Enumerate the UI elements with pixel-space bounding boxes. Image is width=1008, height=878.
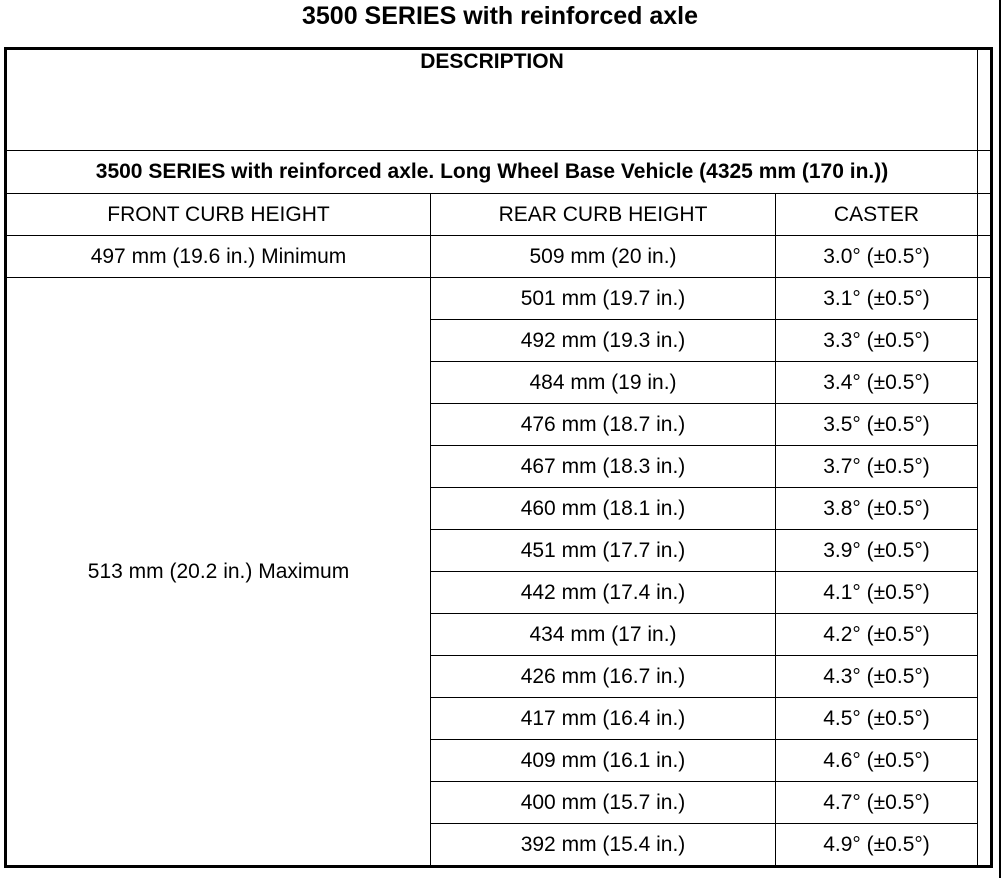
caster-value: 3.3° (±0.5°) (775, 319, 978, 362)
rear-curb-height: 467 mm (18.3 in.) (430, 445, 776, 488)
rear-curb-height: 426 mm (16.7 in.) (430, 655, 776, 698)
caster-value: 3.9° (±0.5°) (775, 529, 978, 572)
caster-value: 3.4° (±0.5°) (775, 361, 978, 404)
rear-curb-height: 451 mm (17.7 in.) (430, 529, 776, 572)
table-subtitle: 3500 SERIES with reinforced axle. Long W… (5, 150, 978, 194)
table-row: 467 mm (18.3 in.) 3.7° (±0.5°) (6, 445, 992, 488)
table-row: 417 mm (16.4 in.) 4.5° (±0.5°) (6, 697, 992, 740)
caster-value: 3.5° (±0.5°) (775, 403, 978, 446)
caster-value: 4.3° (±0.5°) (775, 655, 978, 698)
header-row: FRONT CURB HEIGHT REAR CURB HEIGHT CASTE… (5, 193, 992, 236)
table-row: 392 mm (15.4 in.) 4.9° (±0.5°) (6, 823, 992, 867)
spacer-cell (977, 277, 992, 867)
spacer-cell (977, 235, 992, 278)
table-row: 451 mm (17.7 in.) 3.9° (±0.5°) (6, 529, 992, 572)
column-header-rear: REAR CURB HEIGHT (430, 193, 776, 236)
table-row: 400 mm (15.7 in.) 4.7° (±0.5°) (6, 781, 992, 824)
spacer-cell (977, 150, 992, 194)
rear-curb-height: 442 mm (17.4 in.) (430, 571, 776, 614)
rear-curb-height: 460 mm (18.1 in.) (430, 487, 776, 530)
rear-curb-height: 501 mm (19.7 in.) (430, 277, 776, 320)
rear-curb-height: 417 mm (16.4 in.) (430, 697, 776, 740)
spacer-cell (977, 48, 992, 151)
caster-value: 3.0° (±0.5°) (775, 235, 978, 278)
table-row: 476 mm (18.7 in.) 3.5° (±0.5°) (6, 403, 992, 446)
table-row: 497 mm (19.6 in.) Minimum 509 mm (20 in.)… (5, 235, 992, 278)
rear-curb-height: 409 mm (16.1 in.) (430, 739, 776, 782)
table-row: 434 mm (17 in.) 4.2° (±0.5°) (6, 613, 992, 656)
spacer-cell (977, 193, 992, 236)
table-row: 409 mm (16.1 in.) 4.6° (±0.5°) (6, 739, 992, 782)
rear-curb-height: 392 mm (15.4 in.) (430, 823, 776, 867)
table-row: 513 mm (20.2 in.) Maximum 501 mm (19.7 in… (5, 277, 992, 867)
table-row: 484 mm (19 in.) 3.4° (±0.5°) (6, 361, 992, 404)
rear-curb-height: 476 mm (18.7 in.) (430, 403, 776, 446)
caster-value: 4.5° (±0.5°) (775, 697, 978, 740)
rear-curb-height: 400 mm (15.7 in.) (430, 781, 776, 824)
rear-curb-height: 434 mm (17 in.) (430, 613, 776, 656)
caster-value: 3.7° (±0.5°) (775, 445, 978, 488)
caster-value: 4.7° (±0.5°) (775, 781, 978, 824)
table-row: 426 mm (16.7 in.) 4.3° (±0.5°) (6, 655, 992, 698)
column-header-front: FRONT CURB HEIGHT (5, 193, 431, 236)
front-curb-max: 513 mm (20.2 in.) Maximum (5, 277, 431, 867)
rear-curb-height: 484 mm (19 in.) (430, 361, 776, 404)
caster-value: 4.6° (±0.5°) (775, 739, 978, 782)
page-edge-line (999, 0, 1001, 878)
table-row: 492 mm (19.3 in.) 3.3° (±0.5°) (6, 319, 992, 362)
caster-value: 4.2° (±0.5°) (775, 613, 978, 656)
caster-value: 3.8° (±0.5°) (775, 487, 978, 530)
column-header-caster: CASTER (775, 193, 978, 236)
caster-value: 4.1° (±0.5°) (775, 571, 978, 614)
table-row: 442 mm (17.4 in.) 4.1° (±0.5°) (6, 571, 992, 614)
caster-spec-table: DESCRIPTION 3500 SERIES with reinforced … (4, 47, 993, 868)
caster-value: 4.9° (±0.5°) (775, 823, 978, 867)
table-row: 460 mm (18.1 in.) 3.8° (±0.5°) (6, 487, 992, 530)
document-title: 3500 SERIES with reinforced axle (302, 2, 698, 30)
rear-curb-height: 509 mm (20 in.) (430, 235, 776, 278)
front-curb-min: 497 mm (19.6 in.) Minimum (5, 235, 431, 278)
caster-value: 3.1° (±0.5°) (775, 277, 978, 320)
description-header: DESCRIPTION (5, 48, 978, 151)
rear-curb-height: 492 mm (19.3 in.) (430, 319, 776, 362)
